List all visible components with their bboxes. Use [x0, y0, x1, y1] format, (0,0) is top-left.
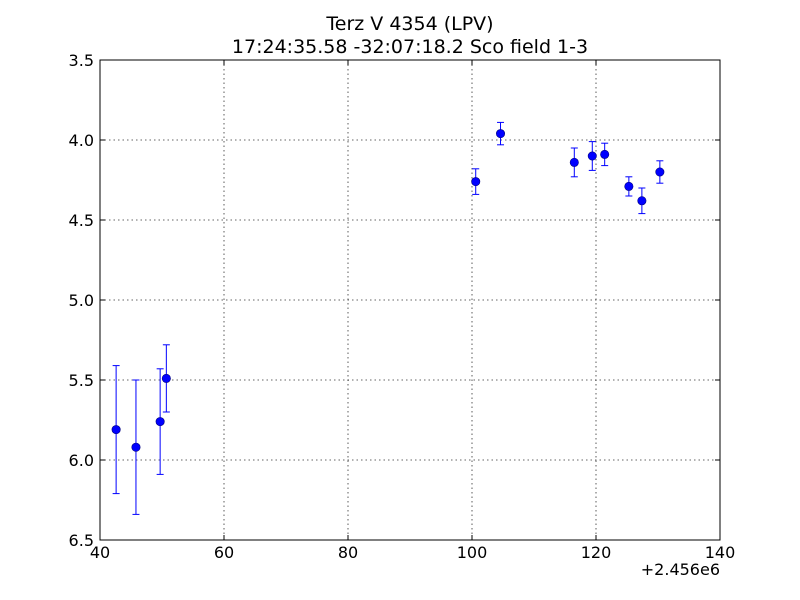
data-point-group	[587, 141, 597, 171]
data-point-group	[471, 168, 481, 195]
y-tick-label: 4.5	[69, 211, 94, 230]
data-point-group	[569, 147, 579, 178]
data-point	[496, 129, 506, 139]
x-tick-labels: 40 60 80 100 120 140	[90, 543, 735, 562]
data-point-group	[600, 142, 610, 167]
chart-subtitle: 17:24:35.58 -32:07:18.2 Sco field 1-3	[232, 36, 588, 58]
data-point	[569, 157, 579, 167]
data-point	[624, 181, 634, 191]
data-point	[587, 151, 597, 161]
data-series	[111, 121, 665, 515]
x-tick-label: 40	[90, 543, 110, 562]
data-point	[155, 417, 165, 427]
data-point	[471, 177, 481, 187]
y-tick-label: 6.0	[69, 451, 94, 470]
x-tick-label: 100	[457, 543, 488, 562]
x-tick-label: 80	[338, 543, 358, 562]
y-tick-label: 6.5	[69, 531, 94, 550]
x-tick-label: 60	[214, 543, 234, 562]
data-point	[655, 167, 665, 177]
x-offset-label: +2.456e6	[641, 560, 720, 579]
data-point	[637, 196, 647, 206]
data-point-group	[155, 368, 165, 475]
data-point	[161, 373, 171, 383]
data-point-group	[496, 121, 506, 146]
y-tick-label: 3.5	[69, 51, 94, 70]
data-point-group	[131, 379, 141, 515]
data-point	[600, 149, 610, 159]
data-point	[131, 442, 141, 452]
data-point-group	[624, 176, 634, 197]
y-tick-labels: 3.5 4.0 4.5 5.0 5.5 6.0 6.5	[69, 51, 94, 550]
data-point-group	[111, 365, 121, 495]
y-tick-label: 5.0	[69, 291, 94, 310]
x-tick-label: 120	[581, 543, 612, 562]
plot-frame	[99, 59, 721, 541]
x-tick-label: 140	[705, 543, 736, 562]
y-tick-label: 5.5	[69, 371, 94, 390]
grid-lines	[100, 60, 720, 540]
data-point-group	[655, 160, 665, 184]
data-point-group	[637, 187, 647, 215]
y-tick-label: 4.0	[69, 131, 94, 150]
data-point-group	[161, 344, 171, 413]
chart-title: Terz V 4354 (LPV)	[325, 13, 493, 35]
data-point	[111, 425, 121, 435]
